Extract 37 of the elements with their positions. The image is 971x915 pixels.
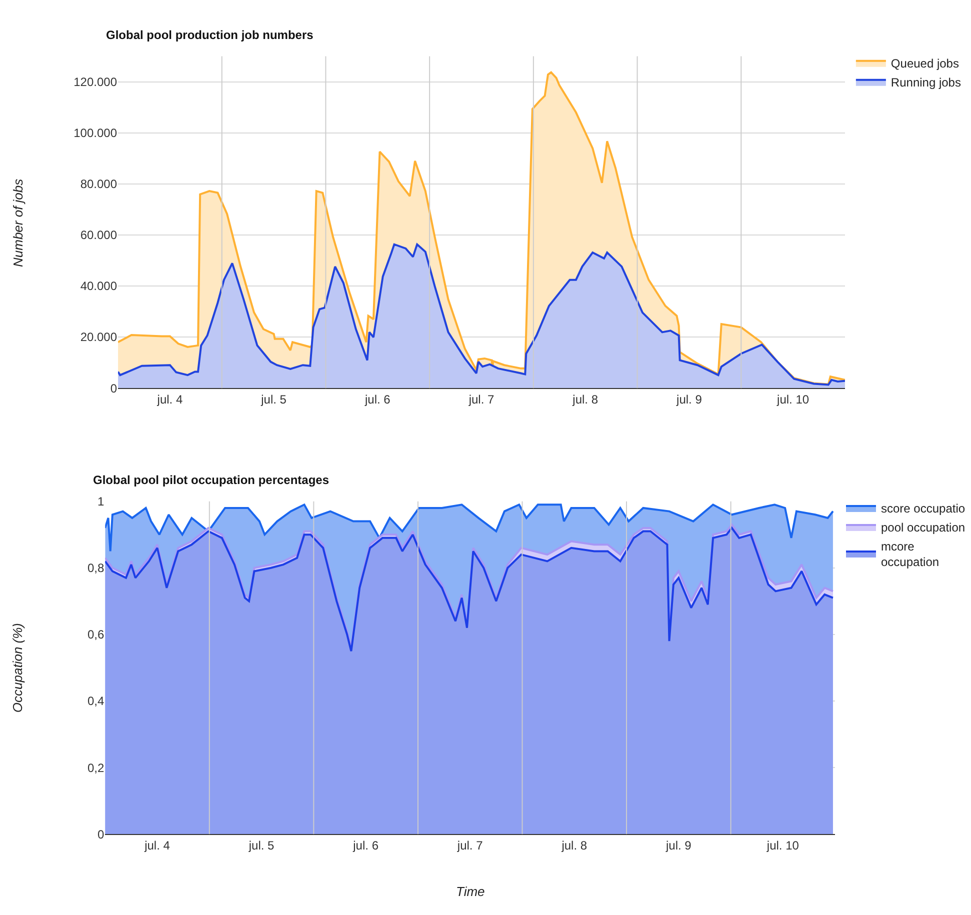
y-tick-label: 0 xyxy=(110,381,118,396)
legend-label: score occupatio xyxy=(881,502,966,516)
y-tick-label: 0,4 xyxy=(87,694,104,708)
y-tick-label: 20.000 xyxy=(80,330,118,344)
x-tick-label: jul. 8 xyxy=(560,838,588,853)
y-tick-label: 100.000 xyxy=(74,126,118,140)
legend-label: Running jobs xyxy=(890,76,961,90)
legend-label: Queued jobs xyxy=(890,56,959,71)
y-tick-label: 0,2 xyxy=(87,760,104,775)
y-tick-label: 0,6 xyxy=(87,628,104,642)
x-tick-label: jul. 8 xyxy=(572,392,598,406)
x-tick-label: jul. 10 xyxy=(776,392,810,406)
y-tick-label: 0 xyxy=(97,827,104,842)
x-tick-label: jul. 9 xyxy=(664,838,692,853)
x-tick-label: jul. 6 xyxy=(352,838,379,853)
y-tick-label: 60.000 xyxy=(80,228,118,242)
y-axis-title: Occupation (%) xyxy=(10,622,26,713)
x-tick-label: jul. 7 xyxy=(468,392,494,406)
x-axis-title: Time xyxy=(456,884,485,899)
x-tick-label: jul. 4 xyxy=(156,392,183,406)
legend-label: pool occupation xyxy=(881,520,966,535)
y-tick-label: 1 xyxy=(97,494,104,509)
y-tick-label: 120.000 xyxy=(74,74,118,89)
y-tick-label: 80.000 xyxy=(80,177,118,192)
legend-label: mcore occupation xyxy=(881,539,940,570)
x-tick-label: jul. 9 xyxy=(676,392,702,406)
x-tick-label: jul. 10 xyxy=(766,838,800,853)
y-axis-title: Number of jobs xyxy=(10,178,26,268)
y-tick-label: 0,8 xyxy=(87,561,104,576)
x-tick-label: jul. 4 xyxy=(144,838,170,853)
x-tick-label: jul. 7 xyxy=(456,838,484,853)
y-tick-label: 40.000 xyxy=(80,279,118,294)
x-tick-label: jul. 6 xyxy=(364,392,391,406)
chart-title: Global pool pilot occupation percentages xyxy=(93,473,330,487)
x-tick-label: jul. 5 xyxy=(248,838,275,853)
chart-title: Global pool production job numbers xyxy=(106,28,314,42)
x-tick-label: jul. 5 xyxy=(260,392,287,406)
